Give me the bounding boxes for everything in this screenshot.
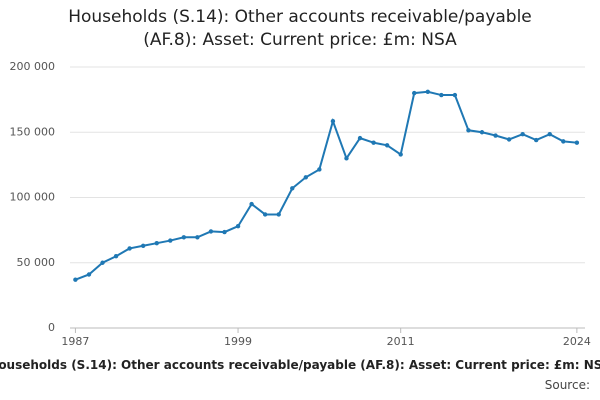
point — [439, 92, 444, 98]
line — [75, 90, 577, 281]
point — [506, 137, 512, 142]
point — [479, 130, 485, 135]
point — [574, 140, 580, 145]
footer-text: Households (S.14): Other accounts receiv… — [0, 358, 600, 372]
point — [452, 92, 458, 98]
x-tick-label: 1987 — [61, 335, 89, 348]
point — [113, 254, 119, 259]
point — [357, 135, 363, 141]
point — [249, 201, 254, 207]
chart-title: Households (S.14): Other accounts receiv… — [68, 7, 532, 50]
point — [276, 212, 281, 217]
point — [195, 235, 200, 240]
point — [290, 186, 295, 191]
point — [262, 212, 268, 217]
point — [303, 175, 309, 180]
point — [371, 140, 376, 145]
point — [181, 235, 187, 240]
point — [86, 272, 92, 277]
point — [154, 240, 159, 246]
point — [208, 229, 214, 234]
footer: Households (S.14): Other accounts receiv… — [0, 358, 600, 378]
y-tick-label: 0 — [48, 321, 55, 334]
point — [330, 118, 336, 124]
point — [534, 137, 539, 143]
point — [466, 128, 471, 133]
x-tick-label: 2024 — [563, 335, 591, 348]
point — [398, 152, 403, 157]
point — [140, 243, 146, 248]
x-tick-label: 2011 — [387, 335, 415, 348]
point — [235, 224, 241, 229]
point — [168, 238, 173, 243]
point — [493, 133, 498, 138]
point — [425, 89, 430, 94]
y-tick-label: 50 000 — [17, 256, 56, 269]
y-tick-label: 100 000 — [10, 191, 56, 204]
x-tick-label: 1999 — [224, 335, 252, 348]
point — [547, 132, 552, 137]
point — [520, 132, 525, 137]
point — [344, 156, 349, 161]
point — [127, 246, 132, 251]
point — [317, 167, 322, 172]
y-tick-label: 150 000 — [10, 125, 56, 138]
point — [100, 260, 105, 265]
point — [222, 229, 227, 235]
point — [412, 90, 417, 96]
y-tick-label: 200 000 — [10, 60, 56, 73]
point — [384, 143, 390, 148]
point — [561, 139, 566, 144]
source: Source: — [544, 378, 590, 392]
point — [73, 277, 78, 282]
